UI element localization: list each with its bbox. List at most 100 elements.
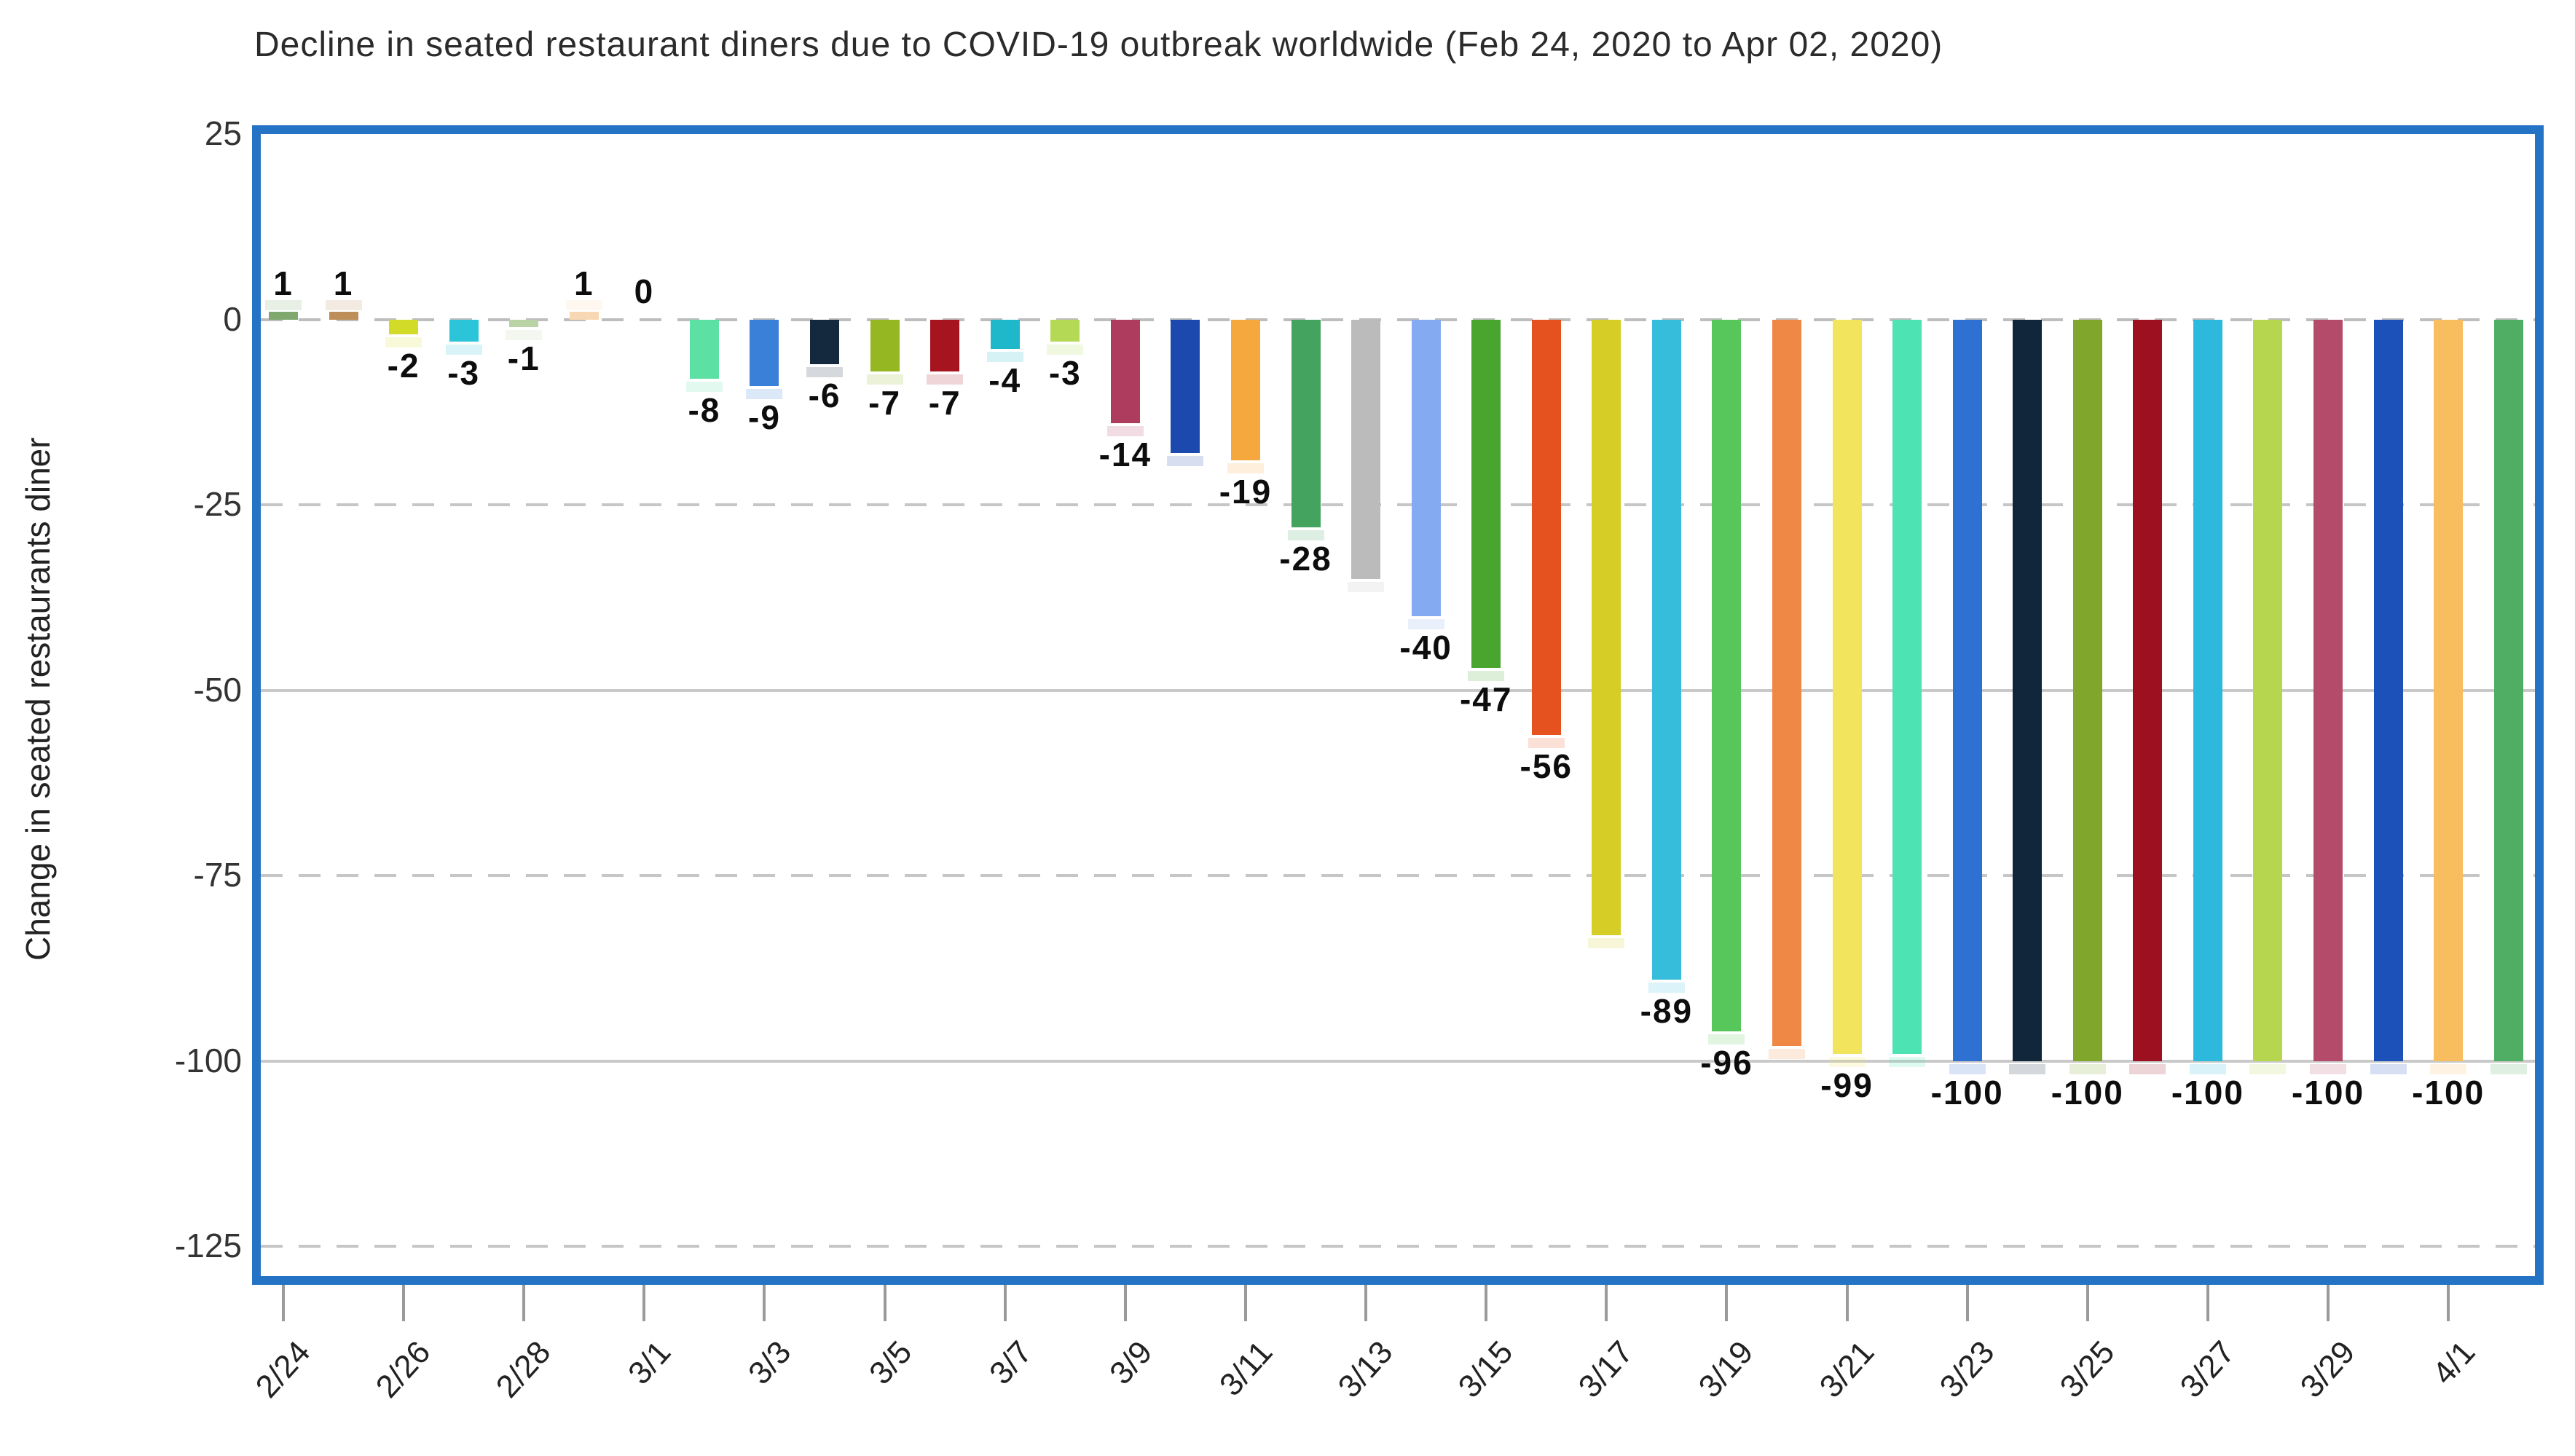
bar-value-label: -99: [1820, 1066, 1874, 1104]
x-tick-mark: [1965, 1285, 1969, 1321]
bar-shadow: [265, 300, 302, 311]
x-tick-label: 3/21: [1812, 1334, 1881, 1405]
bar-shadow: [866, 374, 903, 385]
bar-value-label: -4: [988, 361, 1022, 400]
bar: [1712, 319, 1742, 1031]
bar-shadow: [565, 300, 602, 311]
x-tick-mark: [642, 1285, 646, 1321]
x-tick-label: 3/11: [1212, 1334, 1280, 1404]
bar-shadow: [1828, 1056, 1866, 1067]
x-tick-mark: [1725, 1285, 1729, 1321]
bar-value-label: -7: [868, 383, 902, 422]
bar-value-label: -100: [2171, 1073, 2244, 1111]
bar-value-label: -7: [928, 383, 962, 422]
bar-value-label: -3: [447, 354, 481, 393]
bar-shadow: [325, 300, 362, 311]
bar-shadow: [1047, 345, 1084, 355]
bar-shadow: [1708, 1034, 1745, 1044]
bar-shadow: [2129, 1063, 2166, 1074]
bar-value-label: -6: [808, 376, 841, 414]
bar-value-label: -8: [688, 391, 721, 429]
bar-shadow: [1167, 455, 1204, 466]
bar-shadow: [385, 337, 422, 347]
bar: [1892, 319, 1922, 1054]
bar: [1772, 319, 1801, 1047]
bar-shadow: [1648, 982, 1685, 993]
bar-shadow: [1348, 581, 1385, 592]
bar-shadow: [2430, 1063, 2467, 1074]
bar: [2313, 319, 2343, 1061]
bar: [1171, 319, 1200, 453]
bar-shadow: [2249, 1063, 2287, 1074]
x-tick-label: 3/17: [1572, 1334, 1640, 1405]
bar-shadow: [746, 389, 783, 400]
bar-shadow: [1949, 1063, 1986, 1074]
bar: [2013, 319, 2043, 1061]
bar-shadow: [986, 352, 1023, 363]
y-tick-label: -25: [193, 485, 242, 524]
bar: [449, 319, 479, 342]
bar-shadow: [1287, 530, 1324, 540]
bar-value-label: -14: [1098, 436, 1152, 474]
bar: [689, 319, 719, 379]
bar: [1651, 319, 1681, 980]
gridline: [261, 503, 2535, 507]
gridline: [261, 1059, 2535, 1063]
bar: [509, 319, 539, 327]
gridline: [261, 1245, 2535, 1248]
x-tick-label: 3/27: [2173, 1334, 2242, 1405]
bar-value-label: -9: [748, 398, 781, 437]
y-tick-label: -100: [174, 1041, 242, 1079]
bar-shadow: [1889, 1056, 1926, 1067]
bar-shadow: [2189, 1063, 2226, 1074]
chart-canvas: Decline in seated restaurant diners due …: [19, 25, 2544, 1405]
bar-value-label: -100: [2291, 1073, 2365, 1111]
bar: [810, 319, 840, 364]
bar-shadow: [506, 329, 543, 340]
bar: [1592, 319, 1621, 935]
bar-value-label: 1: [333, 264, 354, 303]
x-tick-mark: [282, 1285, 285, 1321]
x-tick-mark: [2327, 1285, 2330, 1321]
bar-value-label: 1: [574, 264, 594, 303]
bar-value-label: -47: [1459, 680, 1513, 719]
bar-shadow: [1769, 1049, 1805, 1060]
x-tick-mark: [402, 1285, 406, 1321]
x-tick-label: 3/19: [1692, 1334, 1761, 1405]
x-tick-label: 3/9: [1102, 1334, 1160, 1392]
x-tick-label: 3/3: [742, 1334, 798, 1392]
y-tick-label: 0: [223, 299, 242, 338]
bar-value-label: -28: [1279, 539, 1332, 578]
x-tick-label: 3/1: [621, 1334, 678, 1392]
bar: [1351, 319, 1381, 579]
x-tick-label: 2/28: [489, 1334, 558, 1405]
bar: [870, 319, 900, 371]
bar-value-label: 0: [634, 272, 655, 310]
x-tick-mark: [1364, 1285, 1368, 1321]
x-tick-mark: [2206, 1285, 2209, 1321]
bar-shadow: [806, 366, 844, 377]
bar-value-label: 1: [273, 264, 294, 303]
y-tick-label: 25: [204, 114, 242, 152]
gridline: [261, 318, 2535, 321]
bar-shadow: [2009, 1063, 2046, 1074]
x-tick-mark: [522, 1285, 526, 1321]
bar-value-label: -40: [1399, 628, 1452, 666]
x-tick-label: 3/15: [1451, 1334, 1520, 1405]
bar: [1471, 319, 1501, 669]
y-tick-label: -75: [193, 856, 242, 894]
bar: [2434, 319, 2464, 1061]
bar: [389, 319, 419, 334]
bar-shadow: [1468, 671, 1505, 682]
bar: [990, 319, 1020, 350]
x-tick-mark: [1845, 1285, 1849, 1321]
x-tick-label: 3/23: [1933, 1334, 2002, 1405]
x-tick-mark: [2447, 1285, 2450, 1321]
bar: [329, 312, 358, 320]
x-tick-label: 3/7: [982, 1334, 1039, 1392]
x-tick-label: 3/29: [2293, 1334, 2362, 1405]
bar: [2493, 319, 2523, 1061]
bar: [2133, 319, 2163, 1061]
x-tick-mark: [1485, 1285, 1488, 1321]
bar-value-label: -2: [387, 346, 420, 385]
